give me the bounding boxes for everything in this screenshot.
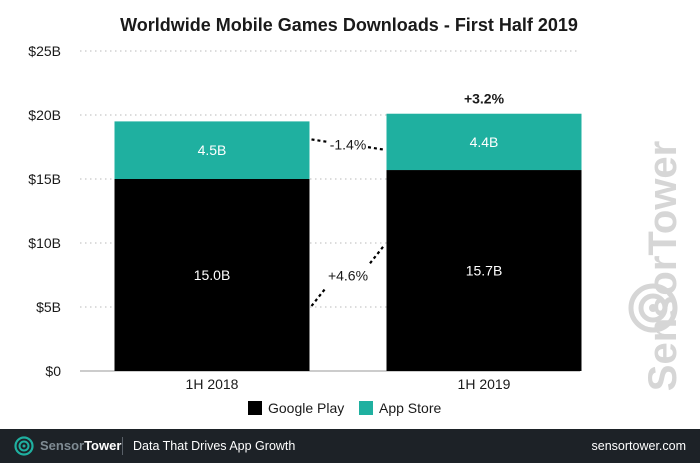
connector-app-store [367,146,385,151]
total-change-label: +3.2% [464,91,505,107]
chart-title: Worldwide Mobile Games Downloads - First… [120,15,578,35]
footer-brand: SensorTower [40,438,121,453]
footer-tagline: Data That Drives App Growth [133,439,296,453]
footer-bar: SensorTower Data That Drives App Growth … [0,429,700,463]
bar-google-play [386,170,582,371]
bar-value-label: 15.7B [466,263,503,279]
bar-value-label: 15.0B [194,267,231,283]
y-tick-label: $15B [28,171,61,187]
bar-app-store [114,121,310,179]
footer-site-link[interactable]: sensortower.com [591,439,686,453]
y-tick-label: $25B [28,43,61,59]
y-tick-label: $5B [36,299,61,315]
legend-label: Google Play [268,400,344,416]
bars: 15.0B 4.5B 15.7B 4.4B [114,113,582,371]
legend-label: App Store [379,400,441,416]
connector-google-play [369,244,386,264]
bar-value-label: 4.5B [198,142,227,158]
bar-value-label: 4.4B [470,134,499,150]
chart: Worldwide Mobile Games Downloads - First… [28,15,685,416]
legend-swatch-app-store [359,401,373,415]
footer-divider [122,437,123,455]
watermark: SensorTower [641,141,685,391]
x-tick-labels: 1H 2018 1H 2019 [186,376,511,392]
y-tick-labels: $0 $5B $10B $15B $20B $25B [28,43,61,379]
connector-app-store [311,138,329,144]
x-tick-label: 1H 2019 [458,376,511,392]
y-tick-label: $20B [28,107,61,123]
sensortower-logo-icon [14,436,34,456]
y-tick-label: $10B [28,235,61,251]
x-tick-label: 1H 2018 [186,376,239,392]
watermark-logo-icon [628,283,678,333]
legend: Google Play App Store [248,400,441,416]
app-store-change-label: -1.4% [330,137,367,153]
y-tick-label: $0 [45,363,61,379]
connector-google-play [310,287,327,307]
bar-google-play [114,179,310,371]
google-play-change-label: +4.6% [328,268,368,284]
change-connectors: -1.4% +4.6% +3.2% [310,91,505,307]
legend-swatch-google-play [248,401,262,415]
bar-app-store [386,113,582,171]
footer-brand-part1: Sensor [40,438,85,453]
footer-brand-part2: Tower [84,438,122,453]
